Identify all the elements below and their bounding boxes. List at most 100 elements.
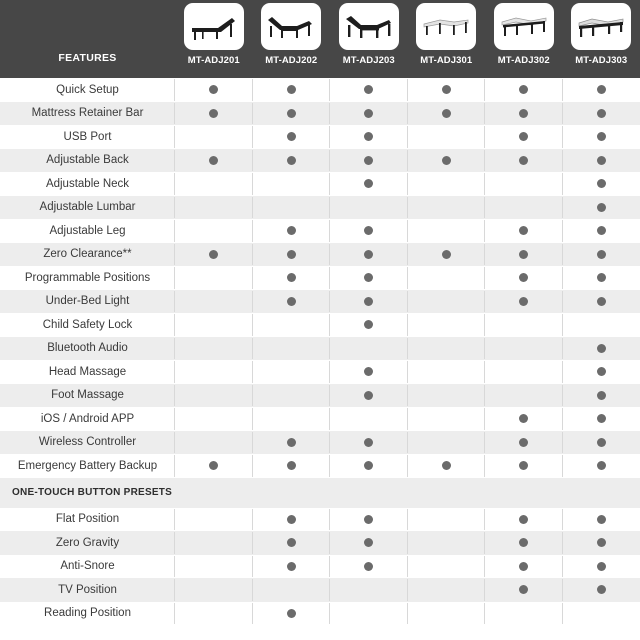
table-row: iOS / Android APP [0,407,640,431]
support-cell-mt-adj201 [175,290,253,314]
support-cell-mt-adj302 [485,454,563,478]
product-column-mt-adj301[interactable]: MT-ADJ301 [408,0,486,78]
supported-dot-icon [364,461,374,471]
support-cell-mt-adj302 [485,337,563,361]
feature-label: Zero Gravity [0,531,175,555]
table-row: Zero Clearance** [0,242,640,267]
feature-label: Anti-Snore [0,555,175,579]
supported-dot-icon [364,249,374,259]
supported-dot-icon [596,226,606,236]
supported-dot-icon [596,514,606,524]
product-column-mt-adj201[interactable]: MT-ADJ201 [175,0,253,78]
support-cell-mt-adj202 [253,454,331,478]
table-row: Wireless Controller [0,430,640,455]
supported-dot-icon [364,226,374,236]
supported-dot-icon [364,296,374,306]
feature-support-cells [175,78,640,102]
support-cell-mt-adj202 [253,219,331,243]
support-cell-mt-adj202 [253,125,331,149]
supported-dot-icon [364,85,374,95]
supported-dot-icon [596,132,606,142]
feature-support-cells [175,531,640,555]
adjustable-bed-302-icon [493,3,554,50]
support-cell-mt-adj201 [175,313,253,337]
supported-dot-icon [286,514,296,524]
support-cell-mt-adj201 [175,578,253,602]
support-cell-mt-adj203 [330,313,408,337]
support-cell-mt-adj201 [175,431,253,455]
supported-dot-icon [596,179,606,189]
support-cell-mt-adj202 [253,508,331,532]
supported-dot-icon [364,179,374,189]
supported-dot-icon [209,461,219,471]
support-cell-mt-adj202 [253,243,331,267]
product-column-mt-adj202[interactable]: MT-ADJ202 [253,0,331,78]
support-cell-mt-adj203 [330,219,408,243]
adjustable-bed-202-icon [261,3,322,50]
presets-section-title: ONE-TOUCH BUTTON PRESETS [12,487,173,498]
supported-dot-icon [596,108,606,118]
support-cell-mt-adj202 [253,360,331,384]
adjustable-bed-201-icon [183,3,244,50]
feature-support-cells [175,602,640,626]
support-cell-mt-adj301 [408,602,486,626]
support-cell-mt-adj202 [253,384,331,408]
supported-dot-icon [286,85,296,95]
support-cell-mt-adj201 [175,172,253,196]
support-cell-mt-adj202 [253,313,331,337]
supported-dot-icon [596,249,606,259]
table-row: Foot Massage [0,383,640,408]
support-cell-mt-adj203 [330,578,408,602]
support-cell-mt-adj302 [485,266,563,290]
support-cell-mt-adj203 [330,531,408,555]
feature-label: Adjustable Lumbar [0,196,175,220]
feature-label: Adjustable Neck [0,172,175,196]
support-cell-mt-adj301 [408,219,486,243]
support-cell-mt-adj302 [485,407,563,431]
supported-dot-icon [209,108,219,118]
support-cell-mt-adj202 [253,407,331,431]
supported-dot-icon [519,514,529,524]
feature-support-cells [175,172,640,196]
support-cell-mt-adj303 [563,508,640,532]
supported-dot-icon [519,85,529,95]
product-column-mt-adj203[interactable]: MT-ADJ203 [330,0,408,78]
support-cell-mt-adj202 [253,196,331,220]
support-cell-mt-adj202 [253,531,331,555]
product-model-label: MT-ADJ301 [420,55,473,66]
table-row: Adjustable Lumbar [0,195,640,220]
adjustable-bed-303-icon [571,3,632,50]
adjustable-bed-301-icon [416,3,477,50]
feature-label: Foot Massage [0,384,175,408]
supported-dot-icon [596,538,606,548]
supported-dot-icon [286,226,296,236]
supported-dot-icon [441,461,451,471]
support-cell-mt-adj301 [408,78,486,102]
table-header: FEATURES MT-ADJ201 MT-ADJ202 MT-ADJ203 MT-A… [0,0,640,78]
supported-dot-icon [519,226,529,236]
supported-dot-icon [596,155,606,165]
support-cell-mt-adj303 [563,531,640,555]
supported-dot-icon [364,320,374,330]
supported-dot-icon [596,414,606,424]
supported-dot-icon [364,538,374,548]
table-row: TV Position [0,578,640,602]
support-cell-mt-adj201 [175,508,253,532]
supported-dot-icon [286,273,296,283]
support-cell-mt-adj201 [175,102,253,126]
feature-label: Mattress Retainer Bar [0,102,175,126]
support-cell-mt-adj203 [330,360,408,384]
support-cell-mt-adj303 [563,266,640,290]
table-row: Quick Setup [0,78,640,102]
support-cell-mt-adj302 [485,149,563,173]
support-cell-mt-adj203 [330,337,408,361]
feature-support-cells [175,555,640,579]
support-cell-mt-adj201 [175,243,253,267]
support-cell-mt-adj303 [563,243,640,267]
product-column-mt-adj302[interactable]: MT-ADJ302 [485,0,563,78]
product-column-mt-adj303[interactable]: MT-ADJ303 [563,0,640,78]
feature-support-cells [175,508,640,532]
supported-dot-icon [364,437,374,447]
support-cell-mt-adj301 [408,172,486,196]
feature-label: Wireless Controller [0,431,175,455]
